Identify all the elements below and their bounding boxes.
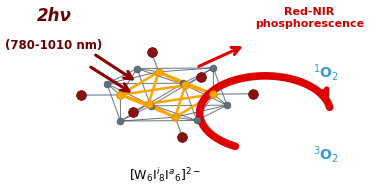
Text: Red-NIR
phosphorescence: Red-NIR phosphorescence [255, 7, 364, 29]
Text: (780-1010 nm): (780-1010 nm) [6, 39, 103, 52]
Text: 2hν: 2hν [37, 7, 71, 25]
Text: [W$_6$I$^i$$_8$I$^a$$_6$]$^{2-}$: [W$_6$I$^i$$_8$I$^a$$_6$]$^{2-}$ [129, 166, 201, 184]
Text: $^3$O$_2$: $^3$O$_2$ [313, 144, 339, 165]
Text: $^1$O$_2$: $^1$O$_2$ [313, 62, 339, 83]
